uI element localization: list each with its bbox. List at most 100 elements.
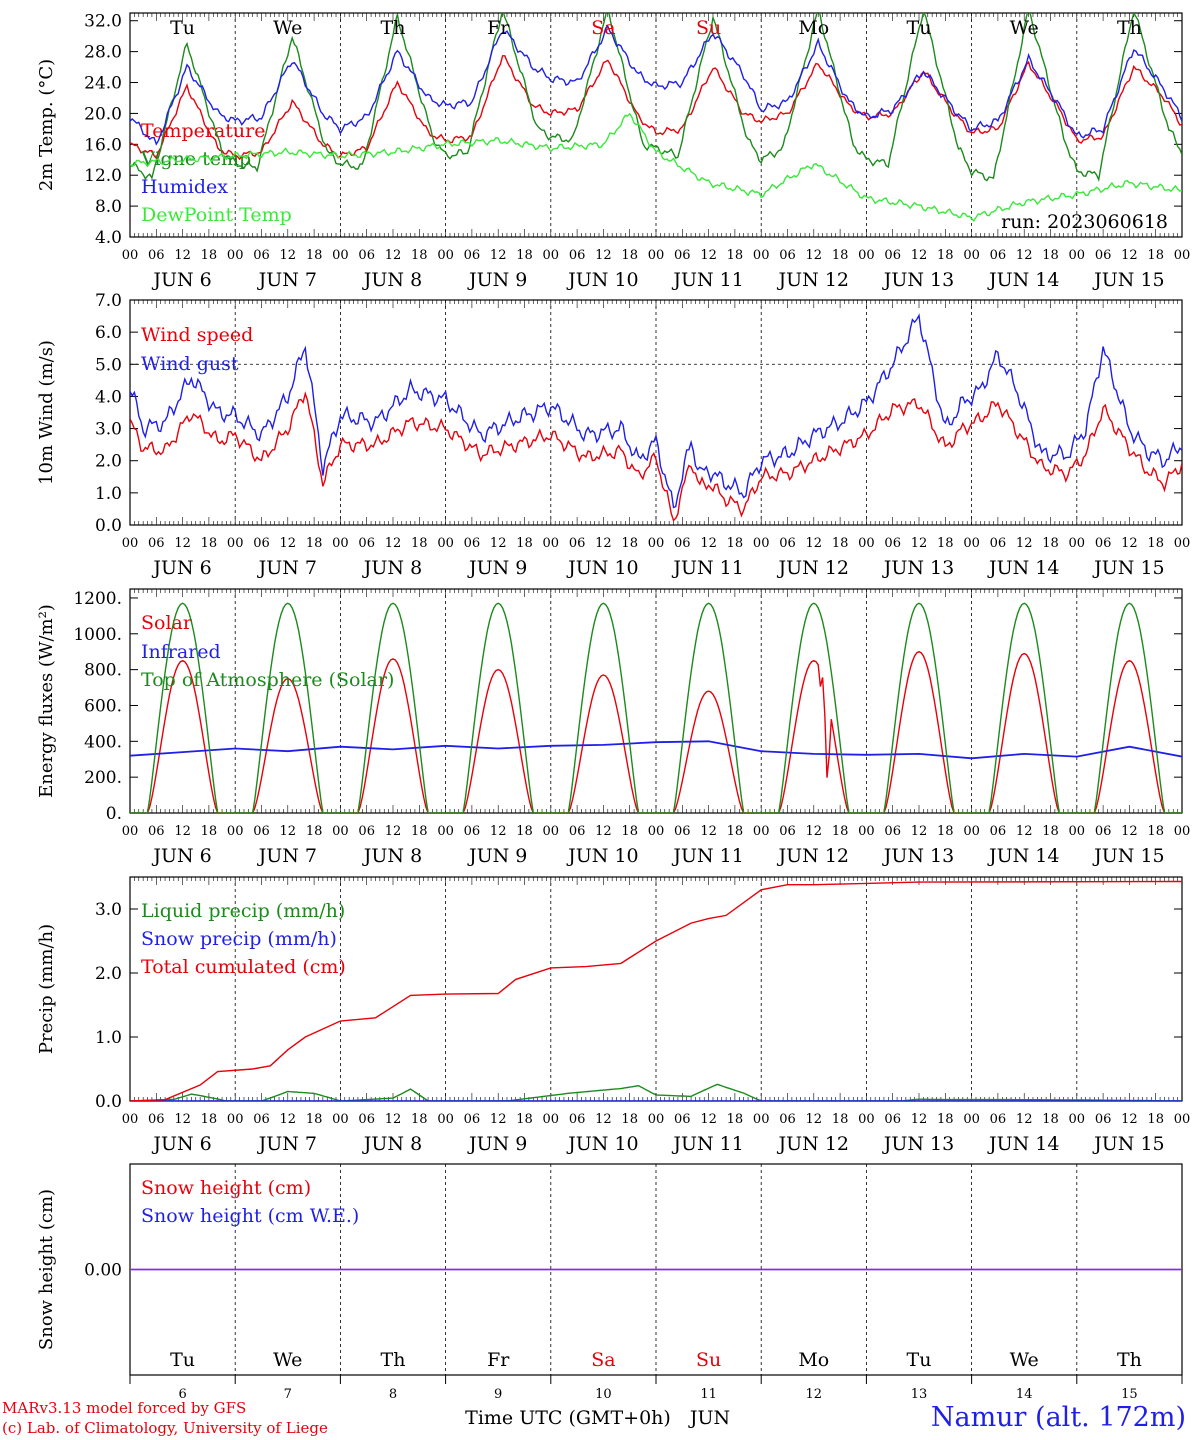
hour-label: 00 bbox=[648, 824, 665, 839]
legend-entry: Snow height (cm) bbox=[141, 1177, 311, 1199]
hour-label: 00 bbox=[963, 536, 980, 551]
hour-label: 00 bbox=[122, 1112, 139, 1127]
hour-label: 12 bbox=[806, 248, 823, 263]
hour-label: 12 bbox=[1121, 1112, 1138, 1127]
month-label: JUN bbox=[688, 1407, 730, 1429]
hour-label: 00 bbox=[1069, 824, 1086, 839]
hour-label: 00 bbox=[227, 1112, 244, 1127]
hour-label: 18 bbox=[1147, 248, 1164, 263]
hour-label: 06 bbox=[148, 248, 165, 263]
hour-label: 06 bbox=[253, 536, 270, 551]
hour-label: 06 bbox=[569, 824, 586, 839]
hour-label: 06 bbox=[1095, 1112, 1112, 1127]
y-tick-label: 3.0 bbox=[95, 420, 122, 440]
y-tick-label: 1.0 bbox=[95, 484, 122, 504]
legend-entry: Wind gust bbox=[141, 353, 239, 375]
y-tick-label: 7.0 bbox=[95, 291, 122, 311]
date-label: JUN 15 bbox=[1092, 1133, 1164, 1155]
date-label: JUN 10 bbox=[566, 557, 638, 579]
hour-label: 18 bbox=[937, 536, 954, 551]
hour-label: 12 bbox=[1121, 248, 1138, 263]
hour-label: 06 bbox=[884, 248, 901, 263]
y-tick-label: 24.0 bbox=[84, 74, 122, 94]
hour-label: 12 bbox=[490, 536, 507, 551]
hour-label: 12 bbox=[385, 1112, 402, 1127]
date-label: JUN 8 bbox=[362, 557, 422, 579]
weekday-label-top: Mo bbox=[798, 17, 829, 39]
hour-label: 12 bbox=[1016, 536, 1033, 551]
hour-label: 00 bbox=[963, 1112, 980, 1127]
y-tick-label: 800. bbox=[84, 661, 122, 681]
panel-2: 0.0 1.0 2.0 3.0 4.0 5.0 6.0 7.0 10m Wind (m/s) Wi… bbox=[36, 291, 1190, 579]
hour-label: 06 bbox=[779, 536, 796, 551]
date-label: JUN 11 bbox=[671, 269, 743, 291]
hour-label: 00 bbox=[437, 1112, 454, 1127]
hour-label: 00 bbox=[1174, 536, 1191, 551]
hour-label: 06 bbox=[148, 824, 165, 839]
weekday-label-bottom: We bbox=[273, 1349, 302, 1371]
day-number: 14 bbox=[1016, 1387, 1033, 1402]
hour-label: 06 bbox=[884, 536, 901, 551]
credit-line-2: (c) Lab. of Climatology, University of L… bbox=[2, 1419, 328, 1437]
hour-label: 06 bbox=[148, 1112, 165, 1127]
hour-label: 18 bbox=[937, 248, 954, 263]
hour-label: 18 bbox=[516, 1112, 533, 1127]
hour-label: 06 bbox=[358, 1112, 375, 1127]
hour-label: 00 bbox=[332, 248, 349, 263]
hour-label: 00 bbox=[122, 536, 139, 551]
hour-label: 12 bbox=[280, 1112, 297, 1127]
hour-label: 18 bbox=[937, 824, 954, 839]
hour-label: 12 bbox=[1121, 824, 1138, 839]
hour-label: 06 bbox=[674, 536, 691, 551]
y-axis-label: 2m Temp. (°C) bbox=[36, 59, 57, 191]
weekday-label-bottom: Mo bbox=[798, 1349, 829, 1371]
legend-entry: Vigne temp bbox=[140, 148, 251, 170]
y-tick-label: 200. bbox=[84, 768, 122, 788]
series-line bbox=[130, 880, 1182, 1101]
date-label: JUN 6 bbox=[151, 1133, 211, 1155]
hour-label: 18 bbox=[727, 824, 744, 839]
y-axis-label: 10m Wind (m/s) bbox=[36, 340, 57, 485]
y-tick-label: 4.0 bbox=[95, 387, 122, 407]
series-line bbox=[130, 313, 1182, 509]
y-tick-label: 16.0 bbox=[84, 135, 122, 155]
hour-label: 18 bbox=[832, 248, 849, 263]
hour-label: 12 bbox=[385, 536, 402, 551]
hour-label: 12 bbox=[700, 1112, 717, 1127]
weekday-label-bottom: Fr bbox=[487, 1349, 510, 1371]
y-tick-label: 8.0 bbox=[95, 197, 122, 217]
date-label: JUN 8 bbox=[362, 845, 422, 867]
hour-label: 18 bbox=[201, 248, 218, 263]
date-label: JUN 6 bbox=[151, 269, 211, 291]
hour-label: 18 bbox=[201, 536, 218, 551]
hour-label: 00 bbox=[332, 1112, 349, 1127]
time-axis-label: Time UTC (GMT+0h) bbox=[465, 1407, 671, 1429]
hour-label: 06 bbox=[148, 536, 165, 551]
series-line bbox=[130, 13, 1182, 182]
hour-label: 06 bbox=[569, 1112, 586, 1127]
y-tick-label: 12.0 bbox=[84, 166, 122, 186]
hour-label: 12 bbox=[911, 824, 928, 839]
hour-label: 18 bbox=[937, 1112, 954, 1127]
series-line bbox=[130, 112, 1182, 223]
hour-label: 18 bbox=[727, 1112, 744, 1127]
hour-label: 06 bbox=[464, 1112, 481, 1127]
hour-label: 06 bbox=[1095, 824, 1112, 839]
hour-label: 06 bbox=[674, 248, 691, 263]
date-label: JUN 12 bbox=[777, 1133, 849, 1155]
hour-label: 18 bbox=[411, 824, 428, 839]
hour-label: 12 bbox=[806, 824, 823, 839]
y-tick-label: 1000. bbox=[73, 625, 122, 645]
day-number: 9 bbox=[494, 1387, 502, 1402]
day-number: 8 bbox=[389, 1387, 397, 1402]
y-tick-label: 0. bbox=[106, 804, 122, 824]
date-label: JUN 13 bbox=[882, 269, 954, 291]
hour-label: 06 bbox=[990, 248, 1007, 263]
date-label: JUN 12 bbox=[777, 269, 849, 291]
hour-label: 06 bbox=[358, 248, 375, 263]
hour-label: 06 bbox=[674, 1112, 691, 1127]
y-axis-label: Energy fluxes (W/m²) bbox=[36, 604, 57, 798]
date-label: JUN 6 bbox=[151, 845, 211, 867]
hour-label: 18 bbox=[727, 248, 744, 263]
hour-label: 12 bbox=[806, 1112, 823, 1127]
